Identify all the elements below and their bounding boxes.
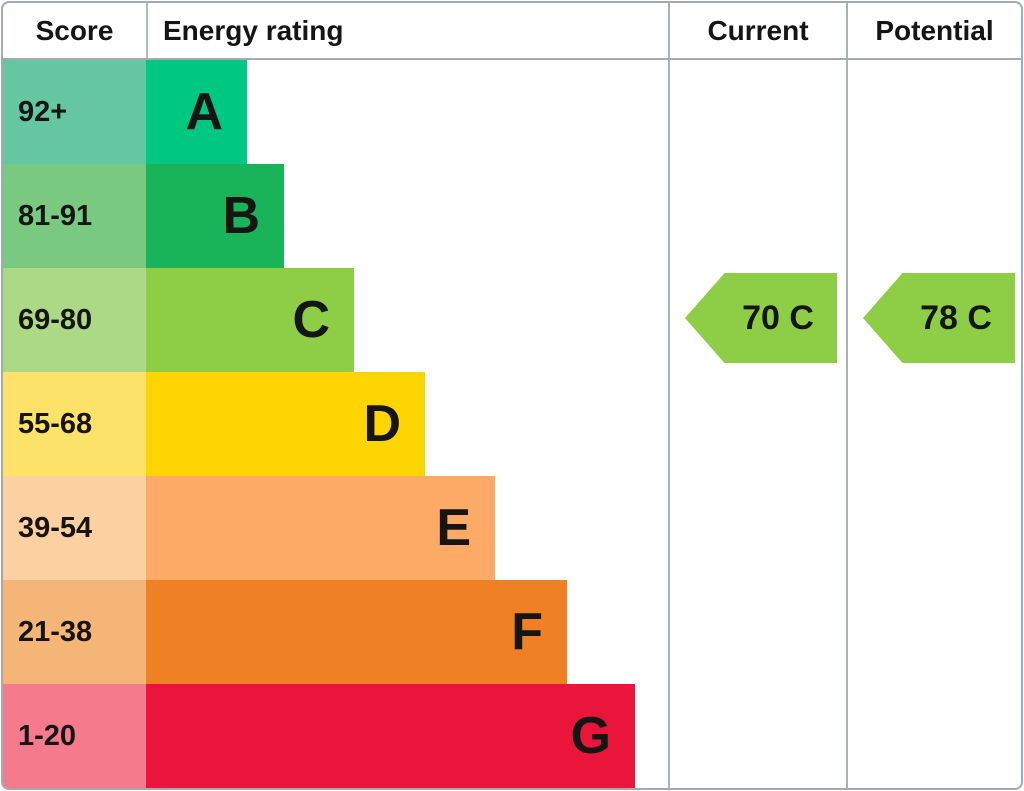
potential-column-divider xyxy=(846,3,848,788)
table-header-row: Score Energy rating Current Potential xyxy=(3,3,1021,60)
band-bar-e: E xyxy=(146,476,495,580)
band-bar-d: D xyxy=(146,372,425,476)
score-range-g: 1-20 xyxy=(3,684,146,788)
header-energy-rating: Energy rating xyxy=(163,14,344,46)
band-row-a: 92+ A xyxy=(3,60,1021,164)
band-row-f: 21-38 F xyxy=(3,580,1021,684)
score-range-f: 21-38 xyxy=(3,580,146,684)
score-range-b: 81-91 xyxy=(3,164,146,268)
score-range-c: 69-80 xyxy=(3,268,146,372)
score-column-divider xyxy=(146,3,148,58)
band-bar-a: A xyxy=(146,60,247,164)
header-potential: Potential xyxy=(875,14,994,46)
band-row-e: 39-54 E xyxy=(3,476,1021,580)
band-bar-f: F xyxy=(146,580,567,684)
band-row-c: 69-80 C xyxy=(3,268,1021,372)
band-bar-b: B xyxy=(146,164,284,268)
band-bar-g: G xyxy=(146,684,635,788)
header-score: Score xyxy=(35,14,114,46)
band-bar-c: C xyxy=(146,268,354,372)
band-row-b: 81-91 B xyxy=(3,164,1021,268)
score-range-a: 92+ xyxy=(3,60,146,164)
band-row-d: 55-68 D xyxy=(3,372,1021,476)
band-row-g: 1-20 G xyxy=(3,684,1021,788)
score-range-e: 39-54 xyxy=(3,476,146,580)
header-current: Current xyxy=(707,14,809,46)
score-range-d: 55-68 xyxy=(3,372,146,476)
current-column-divider xyxy=(668,3,670,788)
